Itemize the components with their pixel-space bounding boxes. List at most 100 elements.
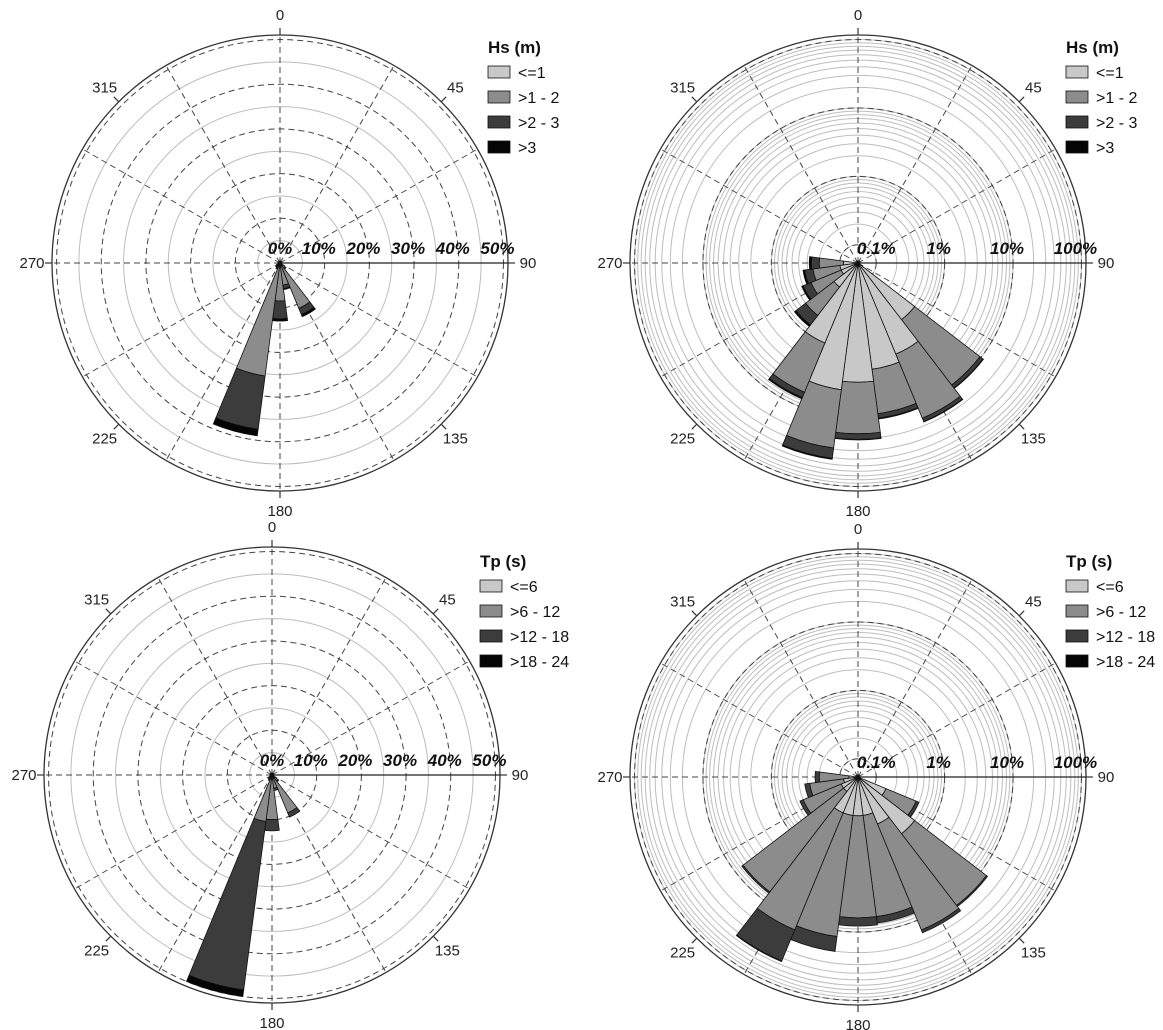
polar-spoke [271,774,470,890]
radial-tick-label: 30% [391,239,425,258]
direction-tick-label: 45 [447,80,464,97]
legend-entry: >18 - 24 [510,654,569,671]
rose-sector-segment [300,306,316,318]
radial-tick-label: 40% [435,239,470,258]
rose-sector-segment [264,818,280,832]
rose-sector-segment [799,799,812,816]
legend: Hs (m) <=1 >1 - 2 >2 - 3 >3 [487,38,559,157]
legend-title: Hs (m) [1066,38,1119,57]
legend-swatch [1065,90,1089,104]
direction-tick-label: 0 [854,7,862,24]
direction-tick-label: 90 [512,767,529,784]
rose-sector-segment [920,907,962,934]
legend-swatch [479,629,503,643]
rose-sector-segment [275,266,279,270]
rose-sector-segment [282,286,291,291]
legend-swatch [1065,579,1089,593]
rose-sector-segment [810,256,820,270]
legend: Tp (s) <=6 >6 - 12 >12 - 18 >18 - 24 [479,552,569,671]
radial-tick-label: 0% [260,751,285,770]
rose-sector-segment [212,417,259,437]
legend-title: Tp (s) [1066,552,1112,571]
direction-tick-label: 135 [443,430,468,447]
rose-sector-segment [267,776,271,780]
legend-entry: >6 - 12 [510,604,560,621]
rose-sector-segment [271,317,289,322]
direction-tick-label: 135 [435,942,460,959]
direction-tick [1018,610,1025,617]
rose-sector-segment [185,974,245,997]
radial-tick-label: 0.1% [857,753,896,772]
direction-tick [440,96,447,103]
polar-spoke [857,65,973,264]
direction-tick [691,610,698,617]
direction-tick [691,96,698,103]
radial-tick-label: 0.1% [857,239,896,258]
polar-spoke [857,148,1056,264]
polar-spoke [857,662,1056,778]
rose-sector-segment [923,398,964,423]
direction-tick [105,935,112,942]
legend-entry: >18 - 24 [1096,654,1155,671]
direction-tick-label: 315 [84,592,109,609]
radial-tick-label: 50% [472,751,506,770]
direction-tick-label: 225 [670,944,695,961]
direction-tick [691,423,698,430]
direction-tick [432,608,439,615]
rose-sector-segment [735,934,783,963]
rose-sector-segment [793,309,812,328]
direction-tick-label: 45 [1025,80,1042,97]
legend: Tp (s) <=6 >6 - 12 >12 - 18 >18 - 24 [1065,552,1155,671]
legend-swatch [479,604,503,618]
direction-tick [440,423,447,430]
direction-tick-label: 270 [11,767,36,784]
polar-spoke [165,262,281,461]
polar-spoke [857,262,1056,378]
legend-entry: <=1 [1096,65,1124,82]
legend-entry: <=6 [1096,579,1124,596]
legend-entry: >3 [1096,140,1114,157]
direction-tick-label: 315 [670,594,695,611]
direction-tick [1018,423,1025,430]
rose-sector-segment [276,263,279,266]
polar-spoke [271,660,470,776]
polar-center [855,260,861,266]
direction-tick-label: 135 [1021,944,1046,961]
direction-tick [432,935,439,942]
legend-title: Hs (m) [488,38,541,57]
direction-tick [1018,937,1025,944]
rose-sector-segment [835,380,881,435]
polar-spoke [743,579,859,778]
polar-spoke [74,774,273,890]
direction-tick-label: 270 [597,769,622,786]
radial-tick-label: 30% [383,751,417,770]
polar-spoke [279,148,478,264]
rose-sector-segment [808,256,813,270]
rose-sector-segment [781,444,833,460]
polar-spoke [165,65,281,264]
direction-tick-label: 315 [670,80,695,97]
legend-entry: >2 - 3 [1096,115,1137,132]
legend-entry: <=6 [510,579,538,596]
radial-tick-label: 10% [990,239,1024,258]
legend-swatch [479,654,503,668]
polar-spoke [660,662,859,778]
polar-center [855,774,861,780]
radial-tick-label: 100% [1054,239,1097,258]
legend-swatch [1065,604,1089,618]
legend-swatch [487,65,511,79]
direction-tick-label: 180 [259,1015,284,1030]
legend-swatch [1065,629,1089,643]
direction-tick [691,937,698,944]
direction-tick-label: 225 [92,430,117,447]
legend-swatch [1065,65,1089,79]
polar-spoke [157,577,273,776]
radial-tick-label: 10% [302,239,336,258]
direction-tick-label: 45 [1025,594,1042,611]
direction-tick-label: 180 [267,503,292,520]
direction-tick-label: 90 [1098,769,1115,786]
direction-tick-label: 0 [276,7,284,24]
direction-tick [1018,96,1025,103]
polar-spoke [74,660,273,776]
